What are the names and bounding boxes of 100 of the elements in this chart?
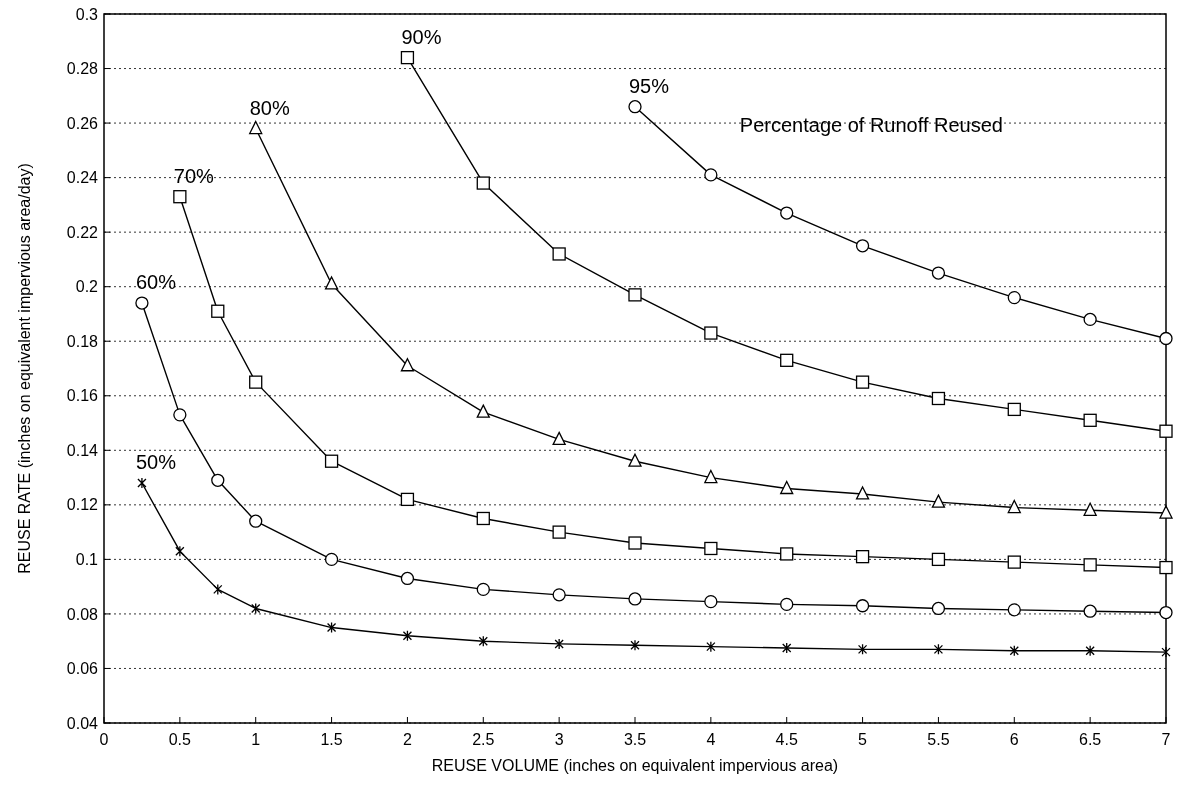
point bbox=[1159, 560, 1173, 575]
x-tick-label: 4 bbox=[706, 731, 716, 748]
point bbox=[400, 50, 415, 65]
point bbox=[251, 602, 261, 615]
point bbox=[931, 601, 946, 616]
series-label: 80% bbox=[249, 96, 290, 119]
x-tick-label: 1.5 bbox=[320, 731, 343, 748]
series-label: 70% bbox=[173, 164, 215, 187]
point bbox=[1007, 555, 1021, 569]
point bbox=[933, 643, 944, 656]
series-label: 50% bbox=[135, 451, 177, 474]
point bbox=[1007, 603, 1021, 617]
point bbox=[628, 453, 642, 467]
annotation: Percentage of Runoff Reused bbox=[739, 114, 1003, 137]
y-tick-label: 0.08 bbox=[66, 605, 99, 623]
point bbox=[1083, 312, 1097, 327]
y-tick-label: 0.12 bbox=[66, 496, 99, 514]
point bbox=[175, 545, 185, 557]
point bbox=[704, 469, 718, 484]
y-tick-label: 0.14 bbox=[66, 441, 99, 459]
point bbox=[211, 473, 225, 487]
y-axis-title: REUSE RATE (inches on equivalent impervious area/day) bbox=[16, 163, 33, 574]
point bbox=[931, 266, 946, 280]
x-tick-label: 1 bbox=[251, 731, 261, 748]
point bbox=[324, 454, 339, 468]
point bbox=[476, 582, 490, 597]
y-tick-label: 0.24 bbox=[66, 169, 99, 187]
point bbox=[326, 621, 337, 634]
series-label: 95% bbox=[629, 74, 670, 97]
point bbox=[476, 176, 490, 190]
point bbox=[400, 492, 415, 507]
point bbox=[249, 514, 263, 528]
point bbox=[857, 643, 868, 656]
series-label: 90% bbox=[401, 25, 442, 48]
point bbox=[213, 583, 223, 596]
point bbox=[400, 571, 415, 586]
point bbox=[552, 431, 566, 446]
point bbox=[630, 639, 640, 651]
x-tick-label: 3 bbox=[554, 731, 564, 748]
point bbox=[782, 642, 792, 654]
point bbox=[855, 599, 870, 613]
point bbox=[628, 100, 642, 114]
x-tick-label: 6 bbox=[1009, 731, 1019, 748]
x-tick-label: 2.5 bbox=[472, 731, 495, 748]
point bbox=[476, 511, 490, 526]
point bbox=[780, 353, 794, 367]
x-tick-label: 3.5 bbox=[623, 731, 647, 748]
point bbox=[249, 375, 263, 389]
x-tick-label: 0.5 bbox=[168, 731, 192, 748]
x-tick-label: 4.5 bbox=[775, 731, 798, 748]
point bbox=[1159, 331, 1173, 346]
point bbox=[855, 375, 870, 389]
point bbox=[1083, 502, 1097, 516]
point bbox=[628, 288, 642, 302]
point bbox=[780, 597, 794, 612]
point bbox=[1159, 424, 1173, 438]
x-tick-label: 5.5 bbox=[927, 731, 950, 748]
y-tick-label: 0.16 bbox=[66, 387, 99, 405]
point bbox=[552, 525, 566, 539]
y-tick-label: 0.28 bbox=[66, 60, 99, 78]
y-tick-label: 0.22 bbox=[66, 223, 99, 241]
point bbox=[1007, 402, 1021, 417]
point bbox=[704, 541, 718, 556]
series-label: 60% bbox=[135, 271, 177, 294]
point bbox=[855, 486, 870, 500]
point bbox=[931, 494, 946, 508]
x-tick-label: 2 bbox=[402, 731, 412, 748]
point bbox=[552, 588, 566, 602]
point bbox=[780, 547, 794, 561]
point bbox=[211, 304, 225, 318]
x-tick-label: 0 bbox=[99, 731, 109, 748]
y-tick-label: 0.2 bbox=[75, 278, 99, 296]
y-tick-label: 0.3 bbox=[75, 5, 99, 23]
point bbox=[931, 391, 946, 406]
point bbox=[1009, 645, 1019, 657]
point bbox=[706, 641, 716, 653]
point bbox=[780, 206, 794, 220]
point bbox=[931, 552, 946, 567]
point bbox=[324, 276, 339, 290]
y-tick-label: 0.18 bbox=[66, 332, 99, 350]
point bbox=[704, 595, 718, 609]
y-tick-label: 0.1 bbox=[75, 550, 99, 568]
point bbox=[855, 550, 870, 564]
x-tick-label: 5 bbox=[858, 731, 868, 748]
point bbox=[1159, 605, 1173, 620]
point bbox=[1159, 505, 1173, 519]
point bbox=[249, 120, 263, 135]
point bbox=[135, 296, 149, 310]
point bbox=[1083, 604, 1097, 618]
point bbox=[855, 239, 870, 253]
point bbox=[400, 358, 415, 372]
point bbox=[704, 326, 718, 340]
point bbox=[554, 638, 564, 650]
point bbox=[1007, 290, 1021, 305]
point bbox=[1083, 558, 1097, 572]
x-axis-title: REUSE VOLUME (inches on equivalent impervious area) bbox=[431, 757, 839, 774]
x-tick-label: 7 bbox=[1161, 731, 1171, 748]
y-tick-label: 0.06 bbox=[66, 660, 99, 678]
point bbox=[324, 552, 339, 567]
y-tick-label: 0.04 bbox=[66, 714, 99, 732]
